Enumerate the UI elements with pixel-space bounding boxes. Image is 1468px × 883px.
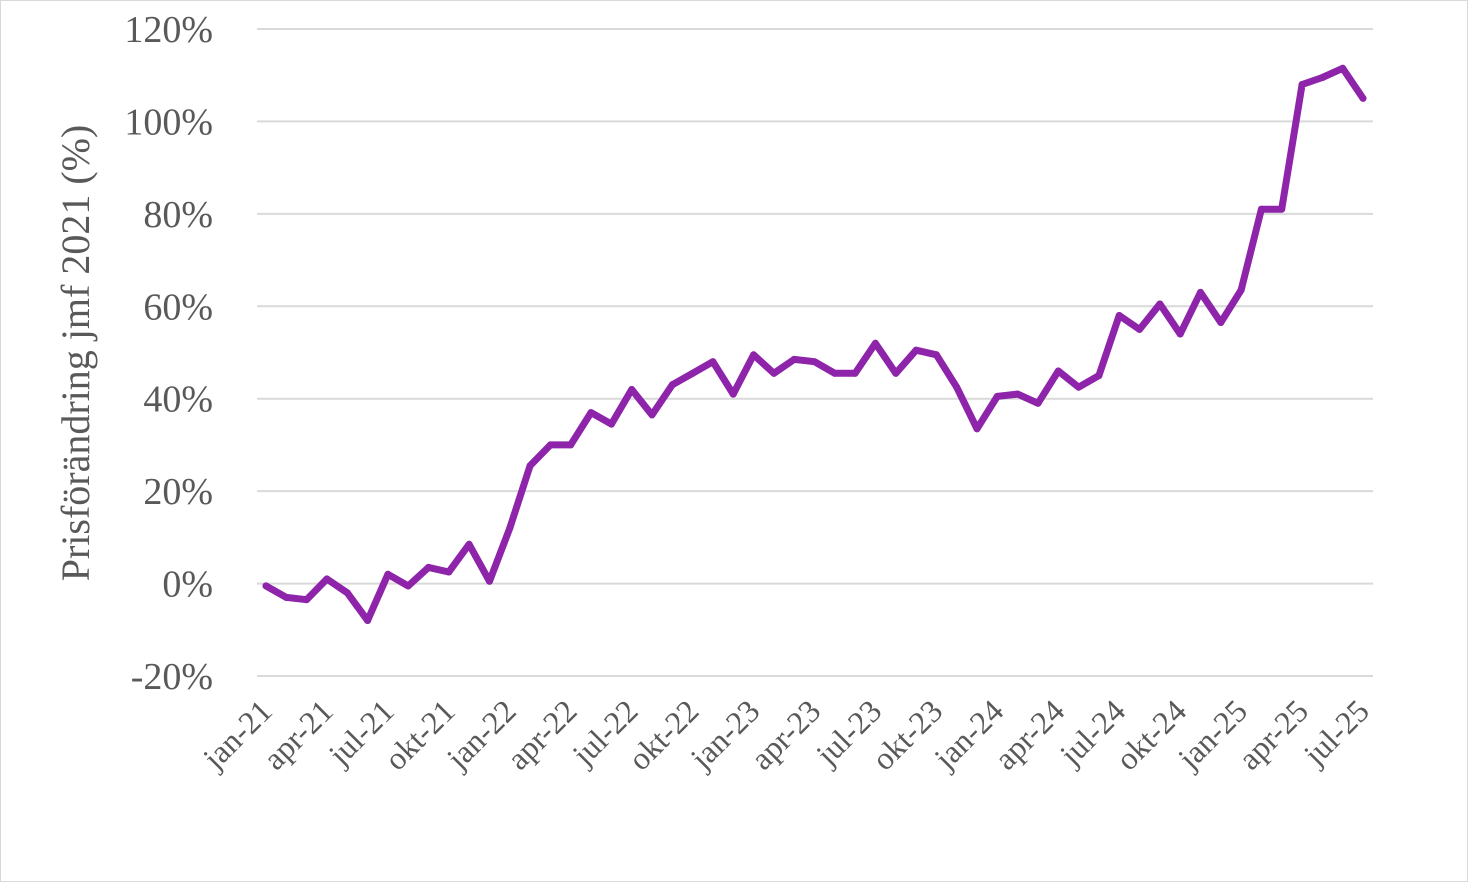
data-point: [343, 589, 351, 597]
y-tick-label: 100%: [124, 101, 213, 143]
data-point: [1237, 286, 1245, 294]
data-point: [668, 381, 676, 389]
data-point: [262, 582, 270, 590]
data-point: [1257, 205, 1265, 213]
data-point: [871, 339, 879, 347]
y-axis-tick-labels: -20% 0% 20% 40% 60% 80% 100% 120%: [124, 9, 213, 698]
data-point: [709, 358, 717, 366]
data-point: [1095, 372, 1103, 380]
data-point: [303, 596, 311, 604]
data-point: [1176, 330, 1184, 338]
gridlines: [257, 28, 1373, 677]
data-point: [1136, 325, 1143, 333]
data-point: [465, 540, 473, 548]
data-point: [729, 390, 737, 398]
data-point: [993, 392, 1001, 400]
y-tick-label: -20%: [131, 656, 213, 698]
data-point: [486, 577, 493, 585]
data-point: [689, 369, 697, 377]
data-point: [892, 369, 900, 377]
x-tick-label: jul-25: [1296, 692, 1376, 772]
data-point: [1217, 319, 1225, 326]
data-point: [1197, 288, 1204, 296]
x-tick-label: okt-23: [865, 692, 950, 777]
data-point: [1034, 399, 1042, 407]
y-tick-label: 0%: [162, 564, 213, 606]
x-tick-label: okt-22: [621, 692, 706, 777]
series-line: [262, 64, 1367, 624]
x-tick-label: jan-24: [926, 692, 1010, 776]
x-tick-label: jan-25: [1170, 692, 1254, 776]
data-point: [932, 351, 940, 359]
data-point: [1156, 300, 1164, 308]
data-point: [445, 568, 453, 576]
x-tick-label: jan-21: [195, 692, 279, 776]
data-point: [384, 570, 392, 578]
data-point: [607, 420, 615, 428]
data-point: [831, 369, 839, 377]
x-tick-label: okt-24: [1109, 692, 1194, 777]
y-axis-title: Prisförändring jmf 2021 (%): [53, 125, 98, 582]
x-tick-label: apr-22: [500, 692, 584, 776]
data-point: [567, 441, 575, 449]
x-tick-label: apr-24: [987, 692, 1071, 776]
data-point: [790, 355, 798, 363]
x-axis-tick-labels: jan-21apr-21jul-21okt-21jan-22apr-22jul-…: [195, 692, 1376, 777]
data-point: [628, 386, 636, 393]
y-tick-label: 80%: [143, 194, 213, 236]
data-point: [811, 358, 818, 366]
data-point: [770, 369, 778, 377]
y-tick-label: 60%: [143, 286, 213, 328]
data-point: [912, 346, 920, 354]
y-tick-label: 20%: [143, 471, 213, 513]
data-point: [750, 351, 758, 359]
x-tick-label: apr-21: [256, 692, 340, 776]
data-point: [1318, 74, 1326, 81]
data-point: [1054, 367, 1062, 375]
x-tick-label: apr-25: [1231, 692, 1315, 776]
data-point: [526, 462, 534, 470]
data-point: [1075, 383, 1083, 391]
data-point: [1014, 390, 1022, 398]
data-point: [1339, 64, 1347, 72]
data-point: [587, 409, 595, 417]
data-point: [546, 441, 554, 449]
data-point: [323, 575, 331, 583]
y-tick-label: 40%: [143, 379, 213, 421]
data-point: [648, 411, 656, 419]
x-tick-label: jan-22: [439, 692, 523, 776]
data-point: [404, 582, 412, 590]
x-tick-label: okt-21: [377, 692, 462, 777]
data-point: [282, 593, 290, 601]
data-point: [851, 369, 859, 377]
data-point: [953, 383, 961, 391]
x-tick-label: jan-23: [683, 692, 767, 776]
y-tick-label: 120%: [124, 9, 213, 51]
data-point: [1115, 312, 1123, 319]
data-point: [506, 524, 514, 532]
data-point: [1278, 205, 1286, 213]
data-point: [1298, 81, 1306, 88]
x-tick-label: apr-23: [743, 692, 827, 776]
data-point: [425, 563, 432, 571]
data-point: [1359, 94, 1367, 102]
data-point: [364, 617, 372, 624]
data-point: [973, 425, 981, 433]
series-layer: [262, 64, 1367, 624]
